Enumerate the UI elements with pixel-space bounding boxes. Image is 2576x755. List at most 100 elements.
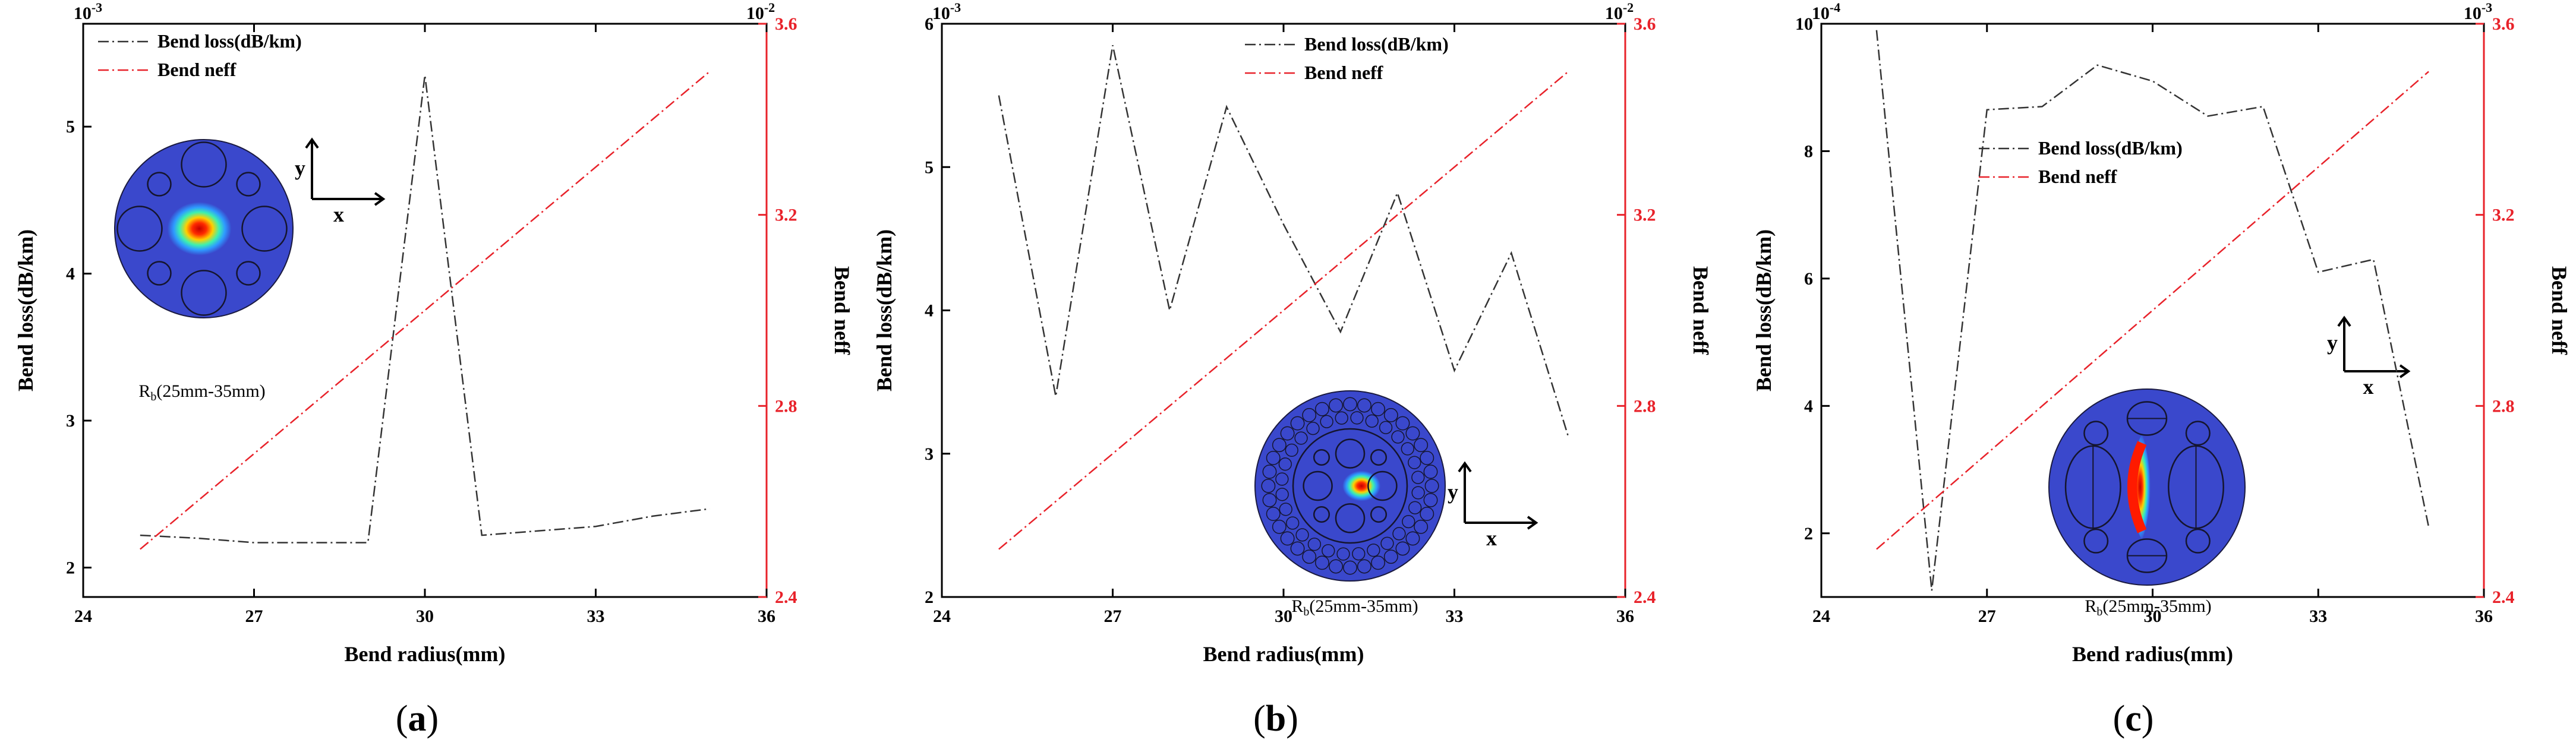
x-tick-label-1: 27 bbox=[245, 606, 263, 626]
y2-tick-label-3: 3.6 bbox=[1634, 14, 1656, 34]
ring-hole bbox=[1379, 421, 1393, 434]
ring-hole bbox=[1295, 528, 1309, 542]
ring-hole bbox=[1280, 531, 1295, 546]
y2-exponent-base: 10 bbox=[746, 4, 764, 23]
ring-hole bbox=[1401, 442, 1414, 456]
ring-hole bbox=[1405, 426, 1420, 441]
cladding-hole bbox=[1335, 503, 1366, 533]
annotation-rb-r: R bbox=[2085, 596, 2096, 616]
y-exponent: 10-4 bbox=[1812, 0, 1840, 23]
ring-hole bbox=[1391, 430, 1405, 444]
fiber-inset-0 bbox=[114, 139, 294, 318]
ring-hole bbox=[1275, 488, 1289, 501]
x-tick-label-2: 30 bbox=[1275, 606, 1292, 626]
ring-hole bbox=[1371, 555, 1386, 570]
inset-x-label: x bbox=[1486, 526, 1497, 550]
ring-hole bbox=[1357, 559, 1371, 574]
small-hole bbox=[236, 172, 261, 197]
y-arrowhead bbox=[305, 137, 319, 149]
small-hole bbox=[1370, 506, 1388, 523]
small-hole bbox=[147, 172, 172, 197]
ring-hole bbox=[1322, 544, 1335, 558]
ring-hole bbox=[1411, 470, 1425, 484]
ring-hole bbox=[1262, 492, 1277, 507]
ring-hole bbox=[1423, 492, 1438, 507]
series-line-0 bbox=[1875, 30, 2430, 591]
ring-hole bbox=[1302, 549, 1317, 564]
y2-exponent-power: -2 bbox=[1623, 0, 1634, 15]
y2-exponent-power: -3 bbox=[2482, 0, 2492, 15]
x-tick-label-0: 24 bbox=[1812, 606, 1830, 626]
ring-hole bbox=[1290, 541, 1305, 556]
x-tick-label-1: 27 bbox=[1104, 606, 1122, 626]
inset-y-label: y bbox=[295, 156, 305, 180]
cladding-hole bbox=[116, 206, 163, 252]
x-tick-label-0: 24 bbox=[74, 606, 92, 626]
annotation-rb: Rb(25mm-35mm) bbox=[1291, 596, 1418, 618]
y-arrowhead bbox=[2337, 315, 2351, 327]
ring-hole bbox=[1286, 516, 1300, 530]
legend-label-1: Bend neff bbox=[157, 59, 237, 80]
y2-axis-label: Bend neff bbox=[830, 266, 854, 355]
y-tick-label-4: 10 bbox=[1795, 14, 1813, 34]
series-line-1 bbox=[1876, 71, 2429, 550]
series-line-0 bbox=[140, 75, 710, 544]
ring-hole bbox=[1424, 479, 1439, 493]
y2-tick-label-1: 2.8 bbox=[1634, 396, 1656, 416]
x-axis-label: Bend radius(mm) bbox=[344, 642, 505, 666]
y-tick-label-3: 5 bbox=[66, 117, 75, 137]
ring-hole bbox=[1329, 559, 1344, 574]
y2-axis-label: Bend neff bbox=[1689, 266, 1713, 355]
caption-b-letter: b bbox=[1265, 699, 1287, 739]
ring-hole bbox=[1414, 519, 1429, 534]
y2-tick-label-0: 2.4 bbox=[2492, 587, 2515, 607]
y-exponent-base: 10 bbox=[74, 4, 92, 23]
x-tick-label-4: 36 bbox=[1616, 606, 1634, 626]
cladding-hole bbox=[1367, 470, 1398, 501]
y2-tick-label-1: 2.8 bbox=[775, 396, 797, 416]
ring-hole bbox=[1307, 538, 1322, 551]
y-tick-label-2: 4 bbox=[925, 301, 934, 321]
annotation-rb-range: (25mm-35mm) bbox=[2102, 596, 2211, 616]
inset-x-label: x bbox=[2363, 375, 2374, 399]
fiber-inset-1 bbox=[1254, 390, 1446, 582]
annotation-rb-r: R bbox=[138, 381, 150, 401]
small-hole bbox=[147, 261, 172, 286]
annotation-rb-range: (25mm-35mm) bbox=[156, 381, 265, 401]
ring-hole bbox=[1423, 465, 1438, 479]
cladding-hole bbox=[1303, 470, 1333, 501]
inset-y-label: y bbox=[2327, 331, 2338, 355]
x-tick-label-2: 30 bbox=[2144, 606, 2162, 626]
ring-hole bbox=[1380, 536, 1394, 550]
ring-hole bbox=[1365, 414, 1379, 428]
caption-a: (a) bbox=[395, 699, 439, 739]
y-exponent-base: 10 bbox=[932, 4, 950, 23]
y2-axis-label: Bend neff bbox=[2547, 266, 2571, 355]
fiber-inset-2 bbox=[2048, 388, 2246, 586]
coord-axes-2: yx bbox=[2327, 315, 2411, 399]
x-tick-label-3: 33 bbox=[2309, 606, 2327, 626]
ring-hole bbox=[1350, 411, 1364, 425]
annotation-rb-sub: b bbox=[1303, 605, 1309, 618]
ring-hole bbox=[1266, 507, 1281, 522]
ring-hole bbox=[1278, 457, 1292, 471]
ring-hole bbox=[1261, 479, 1276, 493]
annotation-rb-sub: b bbox=[2096, 605, 2102, 618]
y2-exponent: 10-2 bbox=[1605, 0, 1634, 23]
caption-c-letter: c bbox=[2125, 699, 2142, 739]
y-axis-label: Bend loss(dB/km) bbox=[14, 229, 37, 391]
caption-a-letter: a bbox=[408, 699, 427, 739]
y-tick-label-4: 6 bbox=[925, 14, 934, 34]
legend-label-1: Bend neff bbox=[1304, 62, 1383, 83]
ring-hole bbox=[1275, 472, 1289, 486]
legend-label-0: Bend loss(dB/km) bbox=[2038, 137, 2183, 159]
ring-hole bbox=[1343, 560, 1357, 575]
ring-hole bbox=[1402, 514, 1415, 529]
x-arrowhead bbox=[2399, 364, 2411, 378]
small-hole bbox=[2083, 421, 2109, 446]
x-tick-label-4: 36 bbox=[2475, 606, 2493, 626]
y-arrowhead bbox=[1458, 461, 1472, 473]
ring-hole bbox=[1383, 407, 1398, 422]
